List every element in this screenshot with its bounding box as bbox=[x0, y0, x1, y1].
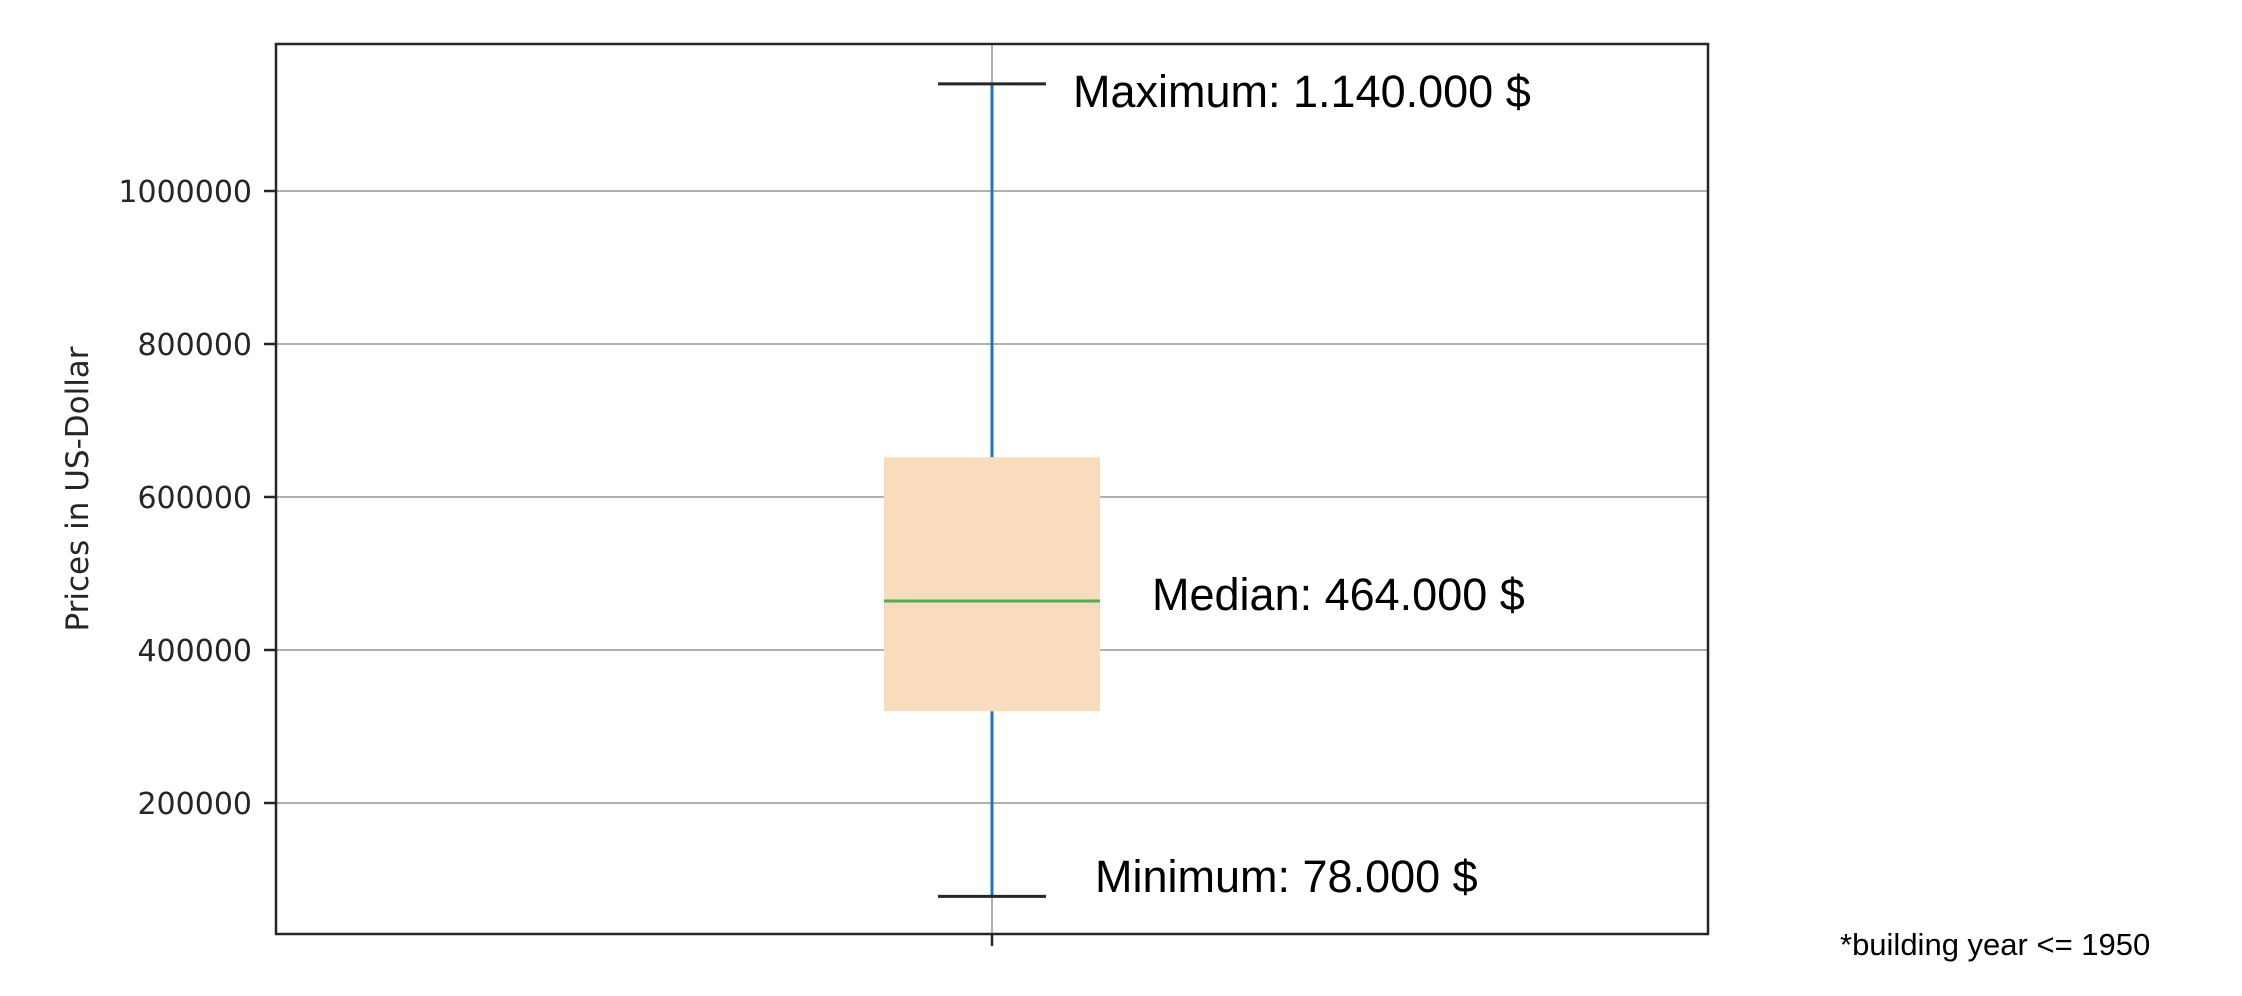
y-tick-label-200000: 200000 bbox=[137, 787, 252, 822]
interquartile-box bbox=[884, 457, 1100, 712]
y-axis-label: Prices in US-Dollar bbox=[60, 346, 96, 631]
y-tick-label-400000: 400000 bbox=[137, 634, 252, 669]
y-tick-label-600000: 600000 bbox=[137, 481, 252, 516]
median-annotation: Median: 464.000 $ bbox=[1152, 569, 1525, 620]
y-tick-label-800000: 800000 bbox=[137, 328, 252, 363]
y-axis-ticks: 200000 400000 600000 800000 1000000 bbox=[118, 175, 276, 822]
y-tick-label-1000000: 1000000 bbox=[118, 175, 252, 210]
box-plot bbox=[884, 82, 1100, 898]
maximum-annotation: Maximum: 1.140.000 $ bbox=[1073, 66, 1531, 117]
minimum-annotation: Minimum: 78.000 $ bbox=[1095, 851, 1478, 902]
footnote: *building year <= 1950 bbox=[1840, 927, 2150, 962]
